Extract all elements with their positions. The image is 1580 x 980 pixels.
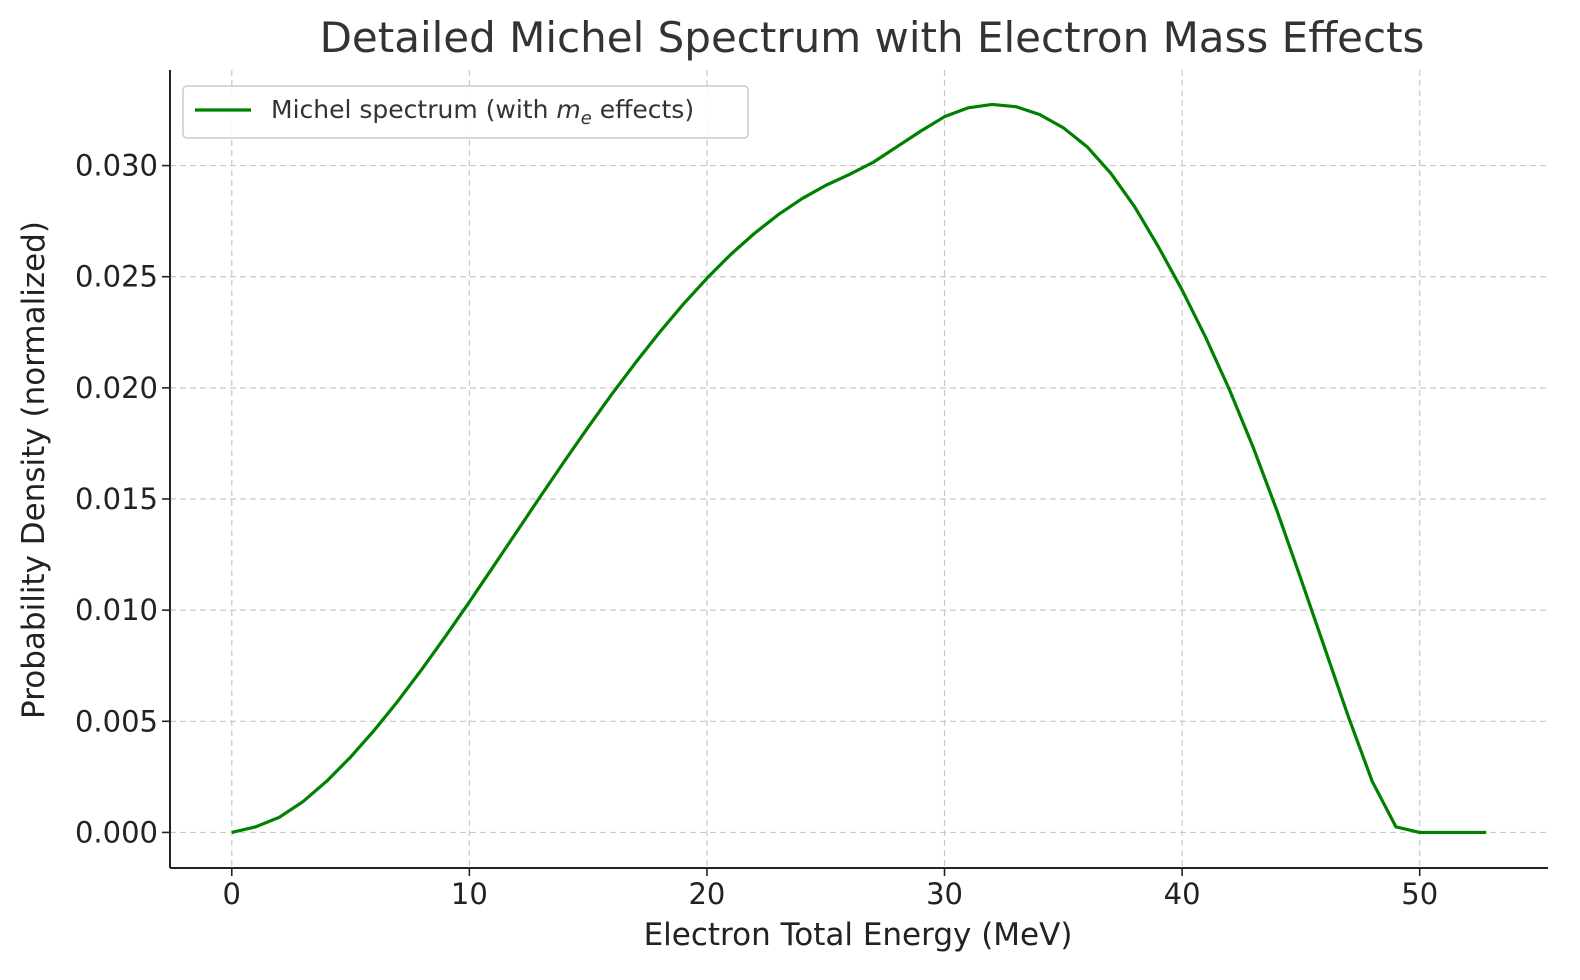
legend: Michel spectrum (with me effects) — [182, 85, 749, 139]
y-tick-label: 0.000 — [75, 815, 158, 849]
x-tick-label: 0 — [223, 877, 241, 911]
grid — [170, 70, 1548, 868]
x-tick-label: 30 — [926, 877, 963, 911]
y-tick-label: 0.025 — [75, 260, 158, 294]
x-tick-label: 20 — [688, 877, 725, 911]
y-tick-label: 0.015 — [75, 482, 158, 516]
y-tick-label: 0.010 — [75, 593, 158, 627]
legend-frame — [182, 85, 749, 139]
y-axis-label: Probability Density (normalized) — [16, 221, 52, 719]
legend-text-suffix: effects) — [592, 95, 694, 124]
y-ticks: 0.000 0.005 0.010 0.015 0.020 0.025 0.030 — [75, 149, 170, 849]
legend-subscript-e: e — [581, 108, 592, 129]
legend-symbol-m: m — [556, 95, 580, 124]
y-tick-label: 0.020 — [75, 371, 158, 405]
x-tick-label: 50 — [1401, 877, 1438, 911]
x-ticks: 0 10 20 30 40 50 — [223, 868, 1438, 911]
y-tick-label: 0.005 — [75, 704, 158, 738]
x-axis-label: Electron Total Energy (MeV) — [644, 917, 1073, 953]
series-line-michel-spectrum — [231, 102, 1487, 835]
chart-title: Detailed Michel Spectrum with Electron M… — [320, 13, 1425, 62]
legend-entry-michel-spectrum: Michel spectrum (with me effects) — [271, 95, 694, 129]
y-tick-label: 0.030 — [75, 149, 158, 183]
x-tick-label: 10 — [451, 877, 488, 911]
axes — [169, 70, 1548, 869]
legend-text-prefix: Michel spectrum (with — [271, 95, 556, 124]
x-tick-label: 40 — [1164, 877, 1201, 911]
